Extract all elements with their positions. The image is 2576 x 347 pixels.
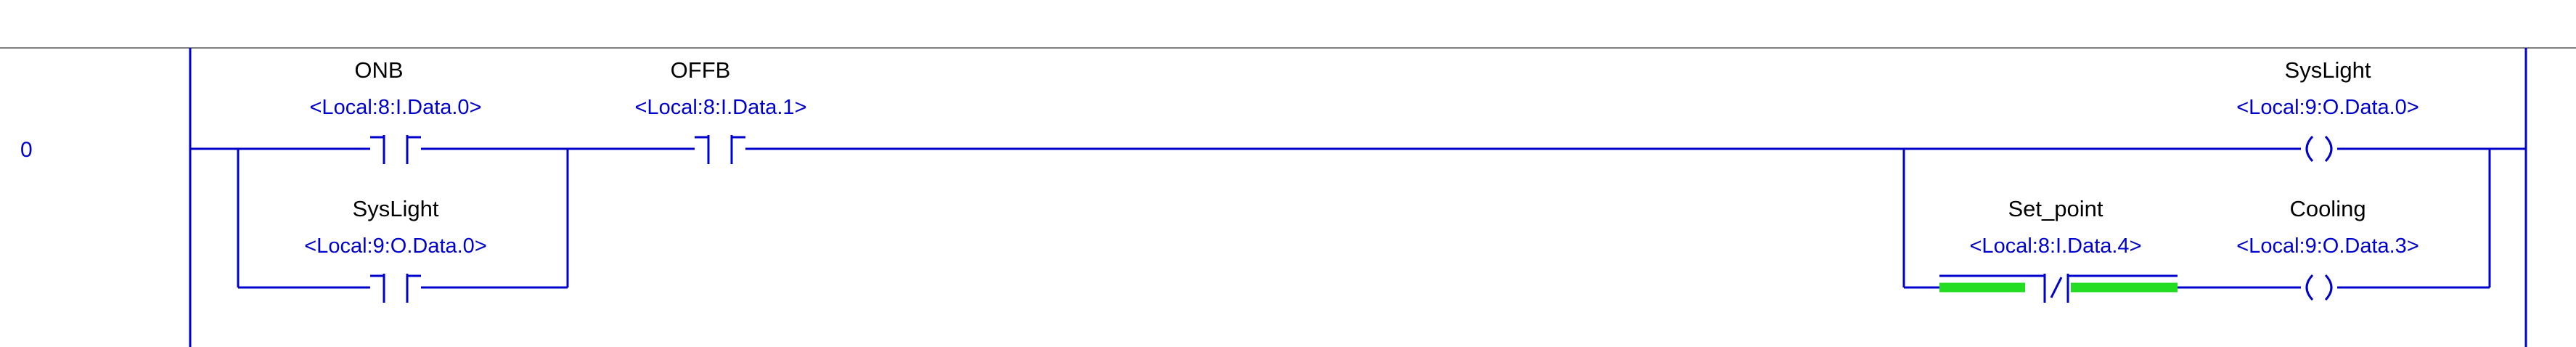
- set-point-tag-label: Set_point: [2008, 196, 2103, 221]
- cooling-coil[interactable]: Cooling <Local:9:O.Data.3>: [2236, 196, 2419, 301]
- onb-contact[interactable]: ONB <Local:8:I.Data.0>: [310, 57, 482, 164]
- offb-tag-label: OFFB: [671, 57, 731, 83]
- syslight-coil-address-label: <Local:9:O.Data.0>: [2236, 96, 2419, 119]
- onb-address-label: <Local:8:I.Data.0>: [310, 96, 482, 119]
- rung-number[interactable]: 0: [20, 138, 33, 162]
- offb-contact[interactable]: OFFB <Local:8:I.Data.1>: [635, 57, 807, 164]
- coil-icon: [2305, 135, 2333, 163]
- offb-address-label: <Local:8:I.Data.1>: [635, 96, 807, 119]
- syslight-contact[interactable]: SysLight <Local:9:O.Data.0>: [304, 196, 487, 303]
- syslight-contact-address-label: <Local:9:O.Data.0>: [304, 234, 487, 258]
- xic-contact-icon: [695, 135, 745, 164]
- xic-contact-icon: [370, 135, 421, 164]
- set-point-address-label: <Local:8:I.Data.4>: [1970, 234, 2142, 258]
- coil-icon: [2305, 274, 2333, 301]
- syslight-contact-tag-label: SysLight: [353, 196, 439, 221]
- xic-contact-icon: [370, 274, 421, 303]
- syslight-coil-tag-label: SysLight: [2285, 57, 2371, 83]
- cooling-coil-address-label: <Local:9:O.Data.3>: [2236, 234, 2419, 258]
- xio-contact-icon: [1939, 274, 2178, 303]
- cooling-coil-tag-label: Cooling: [2289, 196, 2366, 221]
- set-point-contact[interactable]: Set_point <Local:8:I.Data.4>: [1939, 196, 2178, 303]
- onb-tag-label: ONB: [354, 57, 403, 83]
- syslight-coil[interactable]: SysLight <Local:9:O.Data.0>: [2236, 57, 2419, 163]
